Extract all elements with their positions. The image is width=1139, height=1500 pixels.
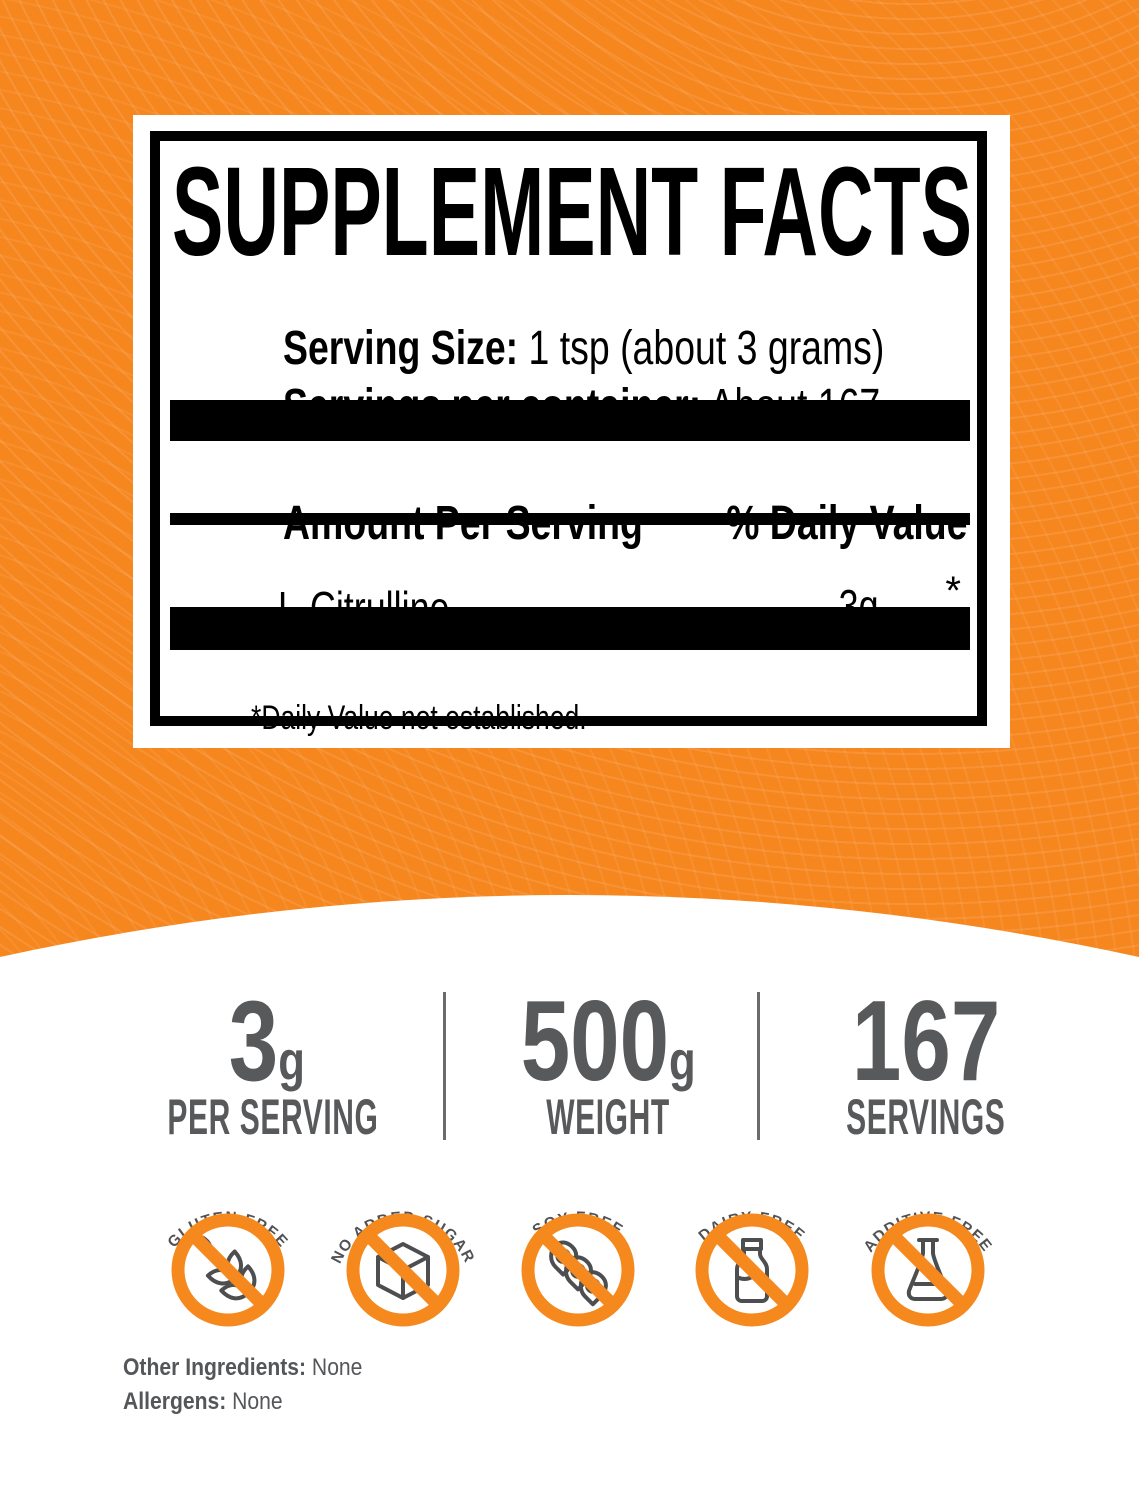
serving-size-label: Serving Size: bbox=[282, 322, 518, 375]
badge-gluten-free: GLUTEN FREE bbox=[165, 1209, 290, 1327]
allergens-line: Allergens: None bbox=[123, 1385, 362, 1419]
stat-servings-label: SERVINGS bbox=[846, 1089, 1006, 1145]
stat-servings: 167 SERVINGS bbox=[756, 978, 1096, 1145]
panel-title: SUPPLEMENT FACTS bbox=[172, 151, 972, 263]
stats-divider-right bbox=[757, 992, 760, 1140]
other-ingredients-label: Other Ingredients: bbox=[123, 1354, 307, 1381]
badge-dairy-free: DAIRY FREE bbox=[695, 1209, 809, 1327]
stat-weight-label: WEIGHT bbox=[546, 1089, 670, 1145]
serving-size-line: Serving Size: 1 tsp (about 3 grams) bbox=[176, 277, 1054, 421]
stat-weight-unit: g bbox=[668, 1029, 696, 1092]
badge-additive-free: ADDITIVE FREE bbox=[861, 1209, 994, 1327]
stat-weight-number: 500g bbox=[520, 978, 696, 1105]
stat-weight: 500g WEIGHT bbox=[438, 978, 778, 1145]
ingredients-footer: Other Ingredients: None Allergens: None bbox=[123, 1351, 395, 1419]
other-ingredients-value: None bbox=[306, 1354, 363, 1381]
stat-per-serving-number: 3g bbox=[228, 978, 306, 1105]
facts-border-box: SUPPLEMENT FACTS Serving Size: 1 tsp (ab… bbox=[150, 131, 987, 735]
thick-divider-bar-top bbox=[170, 400, 970, 441]
badge-soy-free: SOY FREE bbox=[521, 1209, 635, 1327]
stat-per-serving-unit: g bbox=[278, 1029, 306, 1092]
allergens-value: None bbox=[226, 1388, 283, 1415]
daily-value-asterisk: * bbox=[945, 569, 961, 613]
other-ingredients-line: Other Ingredients: None bbox=[123, 1351, 362, 1385]
allergens-label: Allergens: bbox=[123, 1388, 227, 1415]
daily-value-footnote: *Daily Value not established. bbox=[250, 699, 587, 737]
panel-title-text: SUPPLEMENT FACTS bbox=[172, 151, 972, 263]
serving-size-value: 1 tsp (about 3 grams) bbox=[517, 322, 885, 375]
stats-divider-left bbox=[443, 992, 446, 1140]
stat-per-serving-label: PER SERVING bbox=[167, 1089, 379, 1145]
stat-servings-number: 167 bbox=[851, 978, 1001, 1105]
badge-no-added-sugar: NO ADDED SUGAR bbox=[328, 1209, 476, 1327]
supplement-facts-panel: SUPPLEMENT FACTS Serving Size: 1 tsp (ab… bbox=[133, 115, 1010, 748]
stat-per-serving: 3g PER SERVING bbox=[97, 978, 437, 1145]
thin-divider-bar bbox=[170, 513, 970, 525]
white-dome-curve bbox=[0, 895, 1139, 1500]
thick-divider-bar-bottom bbox=[170, 607, 970, 650]
